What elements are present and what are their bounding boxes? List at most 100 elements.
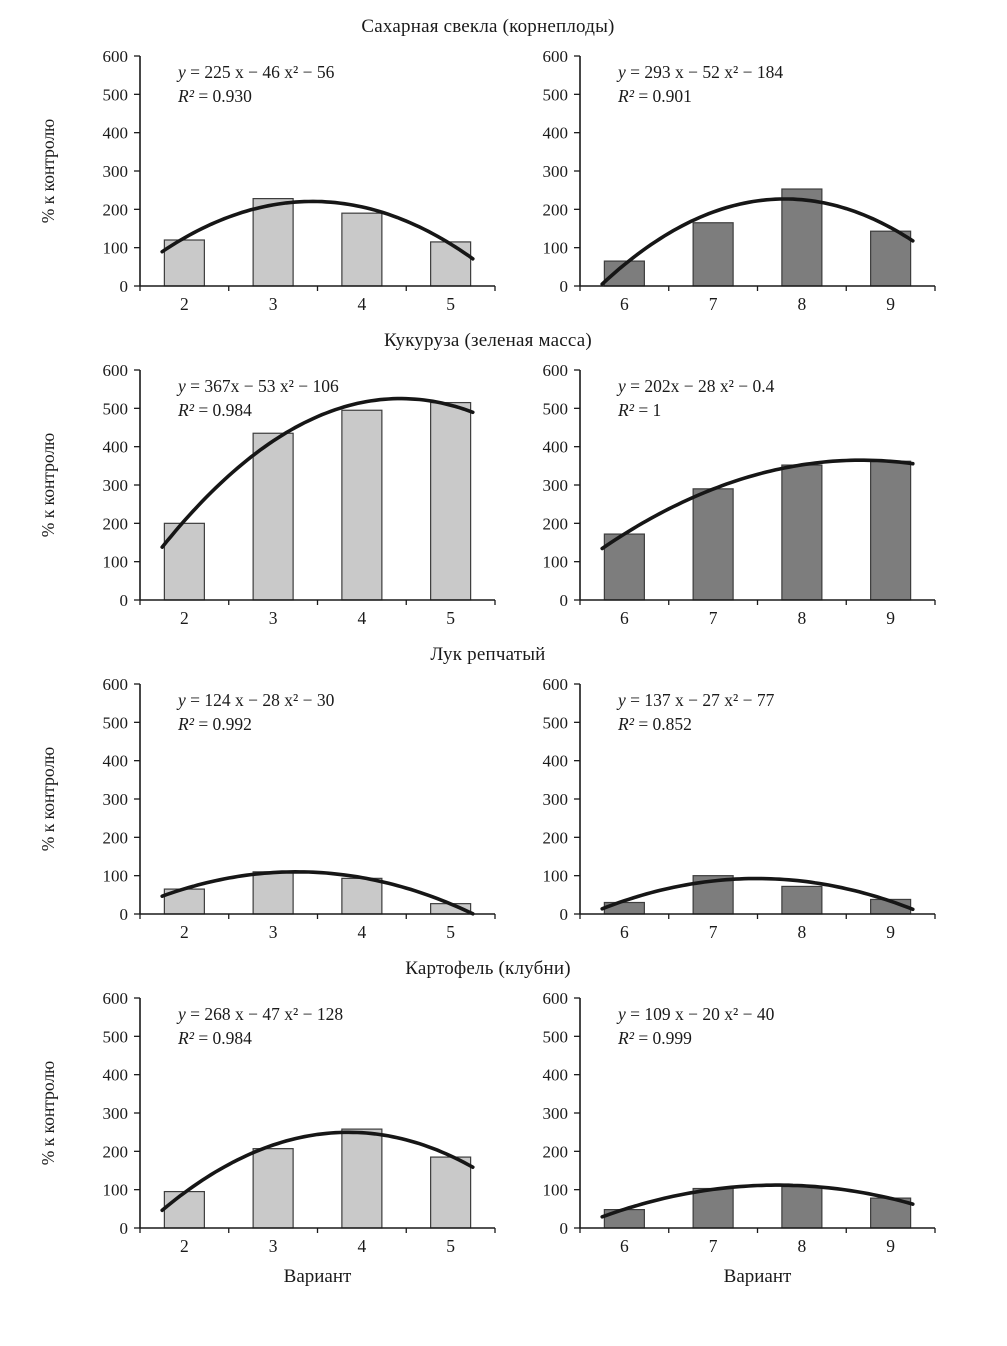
x-tick-label: 7 <box>709 1236 718 1256</box>
bar <box>430 1156 472 1229</box>
x-tick-label: 9 <box>886 922 895 942</box>
bar <box>603 533 645 601</box>
equation-variable: y <box>616 62 630 82</box>
equation-variable: R² <box>617 86 638 106</box>
equation-variable: y <box>176 1004 190 1024</box>
chart-panel: 0 100 200 300 400 500 600 2 3 4 5 y = 367x − 53 x² … <box>38 361 496 628</box>
chart-row-title: Сахарная свекла (корнеплоды) <box>361 16 615 37</box>
y-tick-label: 400 <box>543 438 569 457</box>
x-tick-label: 5 <box>446 294 455 314</box>
y-tick-label: 600 <box>103 989 129 1008</box>
r-squared-label: R² = 0.999 <box>617 1028 692 1048</box>
equation-variable: R² <box>177 86 198 106</box>
r-squared-label: R² = 0.901 <box>617 86 692 106</box>
chart-row-panels: 0 100 200 300 400 500 600 2 3 4 5 y = 367x − 53 x² … <box>28 358 1007 630</box>
bar <box>692 1187 734 1229</box>
y-tick-label: 200 <box>543 828 569 847</box>
y-tick-label: 0 <box>120 277 129 296</box>
y-tick-label: 500 <box>103 1027 129 1046</box>
y-tick-label: 300 <box>103 162 129 181</box>
equation-body: = 0.852 <box>638 714 692 734</box>
x-tick-label: 6 <box>620 608 629 628</box>
fit-curve <box>600 876 915 912</box>
equation-label: y = 293 x − 52 x² − 184 <box>616 62 783 82</box>
y-axis-label: % к контролю <box>38 747 58 852</box>
x-tick-label: 8 <box>798 922 807 942</box>
chart-panel: 0 100 200 300 400 500 600 6 7 8 9 y = 109 x − 20 x²… <box>543 989 936 1287</box>
x-tick-label: 4 <box>358 922 367 942</box>
y-tick-label: 0 <box>120 1219 129 1238</box>
y-tick-label: 100 <box>543 867 569 886</box>
x-tick-label: 3 <box>269 294 278 314</box>
chart-panel: 0 100 200 300 400 500 600 2 3 4 5 y = 225 x − 46 x²… <box>38 47 496 314</box>
chart-panel: 0 100 200 300 400 500 600 2 3 4 5 y = 124 x − 28 x²… <box>38 675 496 942</box>
bar <box>341 877 383 915</box>
y-tick-label: 400 <box>103 438 129 457</box>
equation-body: = 293 x − 52 x² − 184 <box>630 62 783 82</box>
equation-variable: R² <box>617 400 638 420</box>
equation-body: = 124 x − 28 x² − 30 <box>190 690 334 710</box>
equation-variable: y <box>176 62 190 82</box>
bar <box>252 1148 294 1229</box>
chart-panel: 0 100 200 300 400 500 600 6 7 8 9 y = 202x − 28 x² … <box>543 361 936 628</box>
x-tick-label: 4 <box>358 608 367 628</box>
x-tick-label: 6 <box>620 922 629 942</box>
figure: Сахарная свекла (корнеплоды) 0 100 200 300 40… <box>28 10 1007 1290</box>
y-tick-label: 500 <box>543 399 569 418</box>
y-tick-label: 400 <box>103 124 129 143</box>
equation-body: = 109 x − 20 x² − 40 <box>630 1004 774 1024</box>
y-tick-label: 500 <box>543 85 569 104</box>
y-tick-label: 100 <box>103 867 129 886</box>
equation-variable: y <box>176 376 190 396</box>
chart-row-panels: 0 100 200 300 400 500 600 2 3 4 5 y = 268 x − 47 x²… <box>28 986 1007 1290</box>
x-tick-label: 4 <box>358 294 367 314</box>
y-tick-label: 300 <box>543 476 569 495</box>
x-tick-label: 7 <box>709 922 718 942</box>
bar <box>781 464 823 601</box>
y-tick-label: 600 <box>543 675 569 694</box>
y-tick-label: 0 <box>560 905 569 924</box>
equation-body: = 0.984 <box>198 400 252 420</box>
y-tick-label: 100 <box>103 1181 129 1200</box>
y-tick-label: 0 <box>560 591 569 610</box>
x-tick-label: 7 <box>709 608 718 628</box>
x-tick-label: 6 <box>620 294 629 314</box>
y-axis-label: % к контролю <box>38 433 58 538</box>
bar <box>252 871 294 915</box>
y-tick-label: 100 <box>543 239 569 258</box>
x-tick-label: 5 <box>446 922 455 942</box>
x-tick-label: 3 <box>269 608 278 628</box>
y-tick-label: 400 <box>543 124 569 143</box>
bar <box>430 401 472 601</box>
y-tick-label: 200 <box>103 1142 129 1161</box>
y-tick-label: 500 <box>543 1027 569 1046</box>
y-tick-label: 200 <box>103 828 129 847</box>
r-squared-label: R² = 0.852 <box>617 714 692 734</box>
y-tick-label: 600 <box>103 361 129 380</box>
y-tick-label: 400 <box>103 752 129 771</box>
equation-label: y = 137 x − 27 x² − 77 <box>616 690 775 710</box>
equation-body: = 0.992 <box>198 714 252 734</box>
y-tick-label: 600 <box>543 989 569 1008</box>
equation-body: = 0.901 <box>638 86 692 106</box>
fit-curve <box>160 869 475 916</box>
bar <box>341 212 383 287</box>
x-axis-label: Вариант <box>284 1266 352 1287</box>
equation-body: = 367x − 53 x² − 106 <box>190 376 339 396</box>
bar <box>341 409 383 601</box>
chart-row: Кукуруза (зеленая масса) 0 100 200 300 400 500… <box>28 324 1007 630</box>
r-squared-label: R² = 1 <box>617 400 661 420</box>
y-tick-label: 400 <box>103 1066 129 1085</box>
y-tick-label: 100 <box>543 1181 569 1200</box>
y-tick-label: 300 <box>543 1104 569 1123</box>
equation-body: = 0.999 <box>638 1028 692 1048</box>
chart-panel: 0 100 200 300 400 500 600 6 7 8 9 y = 293 x − 52 x²… <box>543 47 936 314</box>
fit-curve <box>160 199 475 261</box>
x-tick-label: 2 <box>180 608 189 628</box>
fit-curve <box>600 458 915 551</box>
y-tick-label: 600 <box>543 361 569 380</box>
y-tick-label: 100 <box>103 553 129 572</box>
chart-panel: 0 100 200 300 400 500 600 2 3 4 5 y = 268 x − 47 x²… <box>38 989 496 1287</box>
equation-body: = 0.984 <box>198 1028 252 1048</box>
y-axis-label: % к контролю <box>38 1061 58 1166</box>
